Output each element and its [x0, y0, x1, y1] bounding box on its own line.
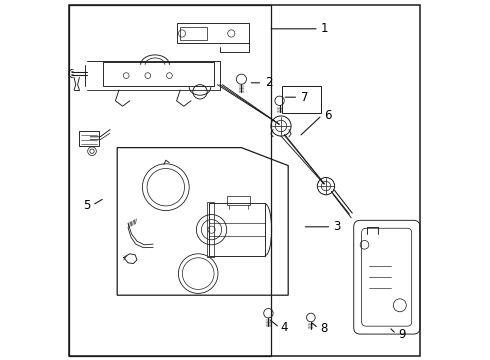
Text: 9: 9 [398, 328, 405, 341]
Bar [227, 196, 250, 205]
Text: 7: 7 [301, 91, 308, 104]
Text: 3: 3 [333, 220, 341, 233]
Text: 4: 4 [281, 321, 288, 334]
Text: 6: 6 [324, 109, 332, 122]
Bar [209, 203, 265, 256]
Bar [180, 27, 207, 40]
Bar [207, 202, 214, 257]
Bar [103, 62, 215, 86]
Text: 1: 1 [320, 22, 328, 35]
Text: 2: 2 [265, 76, 272, 89]
Bar [69, 5, 271, 356]
Bar [176, 23, 248, 43]
Text: 8: 8 [320, 322, 328, 335]
Bar [79, 131, 99, 146]
Text: 5: 5 [83, 199, 90, 212]
Bar [282, 86, 321, 113]
